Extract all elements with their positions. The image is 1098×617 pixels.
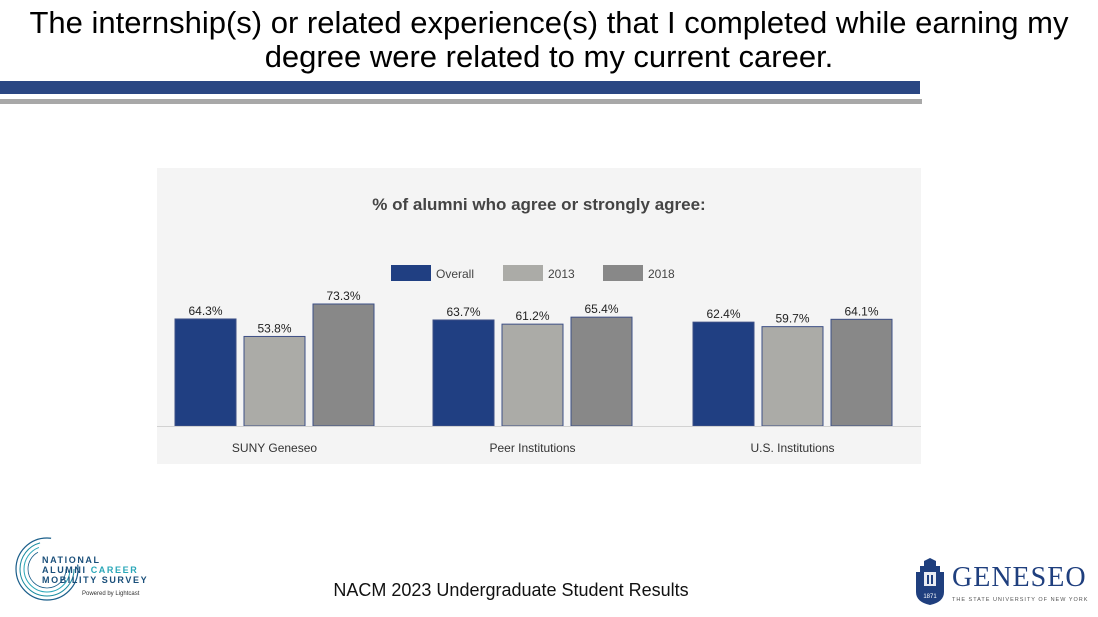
chart-title: % of alumni who agree or strongly agree: — [372, 195, 705, 214]
title-divider-gray — [0, 99, 922, 104]
slide-footer: NACM 2023 Undergraduate Student Results — [333, 580, 689, 600]
data-label-2018-1: 73.3% — [326, 289, 360, 303]
geneseo-seal-icon: 1871 — [916, 558, 944, 605]
bar-2018-3 — [830, 318, 893, 427]
geneseo-seal-year: 1871 — [923, 594, 937, 600]
geneseo-subtitle: THE STATE UNIVERSITY OF NEW YORK — [952, 597, 1089, 603]
legend-swatch-2013 — [503, 265, 543, 281]
bar-2013-2 — [501, 323, 564, 427]
legend-label-overall: Overall — [436, 267, 474, 281]
data-label-2018-2: 65.4% — [584, 302, 618, 316]
bar-2018-2 — [570, 316, 633, 427]
bar-overall-2 — [432, 319, 495, 427]
legend-swatch-overall — [391, 265, 431, 281]
data-label-2018-3: 64.1% — [844, 304, 878, 318]
nacm-line-2a: ALUMNI — [42, 565, 87, 575]
nacm-powered-by: Powered by Lightcast — [82, 591, 140, 597]
data-label-overall-3: 62.4% — [706, 307, 740, 321]
legend-label-2018: 2018 — [648, 267, 675, 281]
bar-2013-1 — [243, 335, 306, 427]
nacm-line-3: MOBILITY SURVEY — [42, 575, 149, 585]
slide-title-line-1: The internship(s) or related experience(… — [29, 5, 1069, 40]
nacm-logo: NATIONAL ALUMNI CAREER MOBILITY SURVEY P… — [12, 533, 162, 603]
nacm-line-2b: CAREER — [90, 565, 139, 575]
bar-overall-3 — [692, 321, 755, 427]
data-label-2013-3: 59.7% — [775, 312, 809, 326]
bar-2013-3 — [761, 326, 824, 427]
data-label-overall-2: 63.7% — [446, 305, 480, 319]
data-label-2013-1: 53.8% — [257, 321, 291, 335]
bar-overall-1 — [174, 318, 237, 427]
geneseo-logo: 1871 GENESEO THE STATE UNIVERSITY OF NEW… — [908, 556, 1096, 612]
category-label-1: SUNY Geneseo — [232, 441, 317, 455]
geneseo-wordmark: GENESEO — [952, 562, 1087, 593]
slide-title-line-2: degree were related to my current career… — [264, 39, 834, 74]
nacm-line-1: NATIONAL — [42, 555, 101, 565]
bar-chart: % of alumni who agree or strongly agree:… — [157, 195, 921, 455]
data-label-overall-1: 64.3% — [188, 304, 222, 318]
category-label-2: Peer Institutions — [489, 441, 575, 455]
category-label-3: U.S. Institutions — [750, 441, 834, 455]
legend-swatch-2018 — [603, 265, 643, 281]
bar-2018-1 — [312, 303, 375, 427]
nacm-swirl-icon — [15, 537, 79, 601]
data-label-2013-2: 61.2% — [515, 309, 549, 323]
title-divider-blue — [0, 81, 920, 94]
slide-title: The internship(s) or related experience(… — [0, 6, 1098, 74]
legend-label-2013: 2013 — [548, 267, 575, 281]
chart-panel: % of alumni who agree or strongly agree:… — [157, 168, 921, 464]
